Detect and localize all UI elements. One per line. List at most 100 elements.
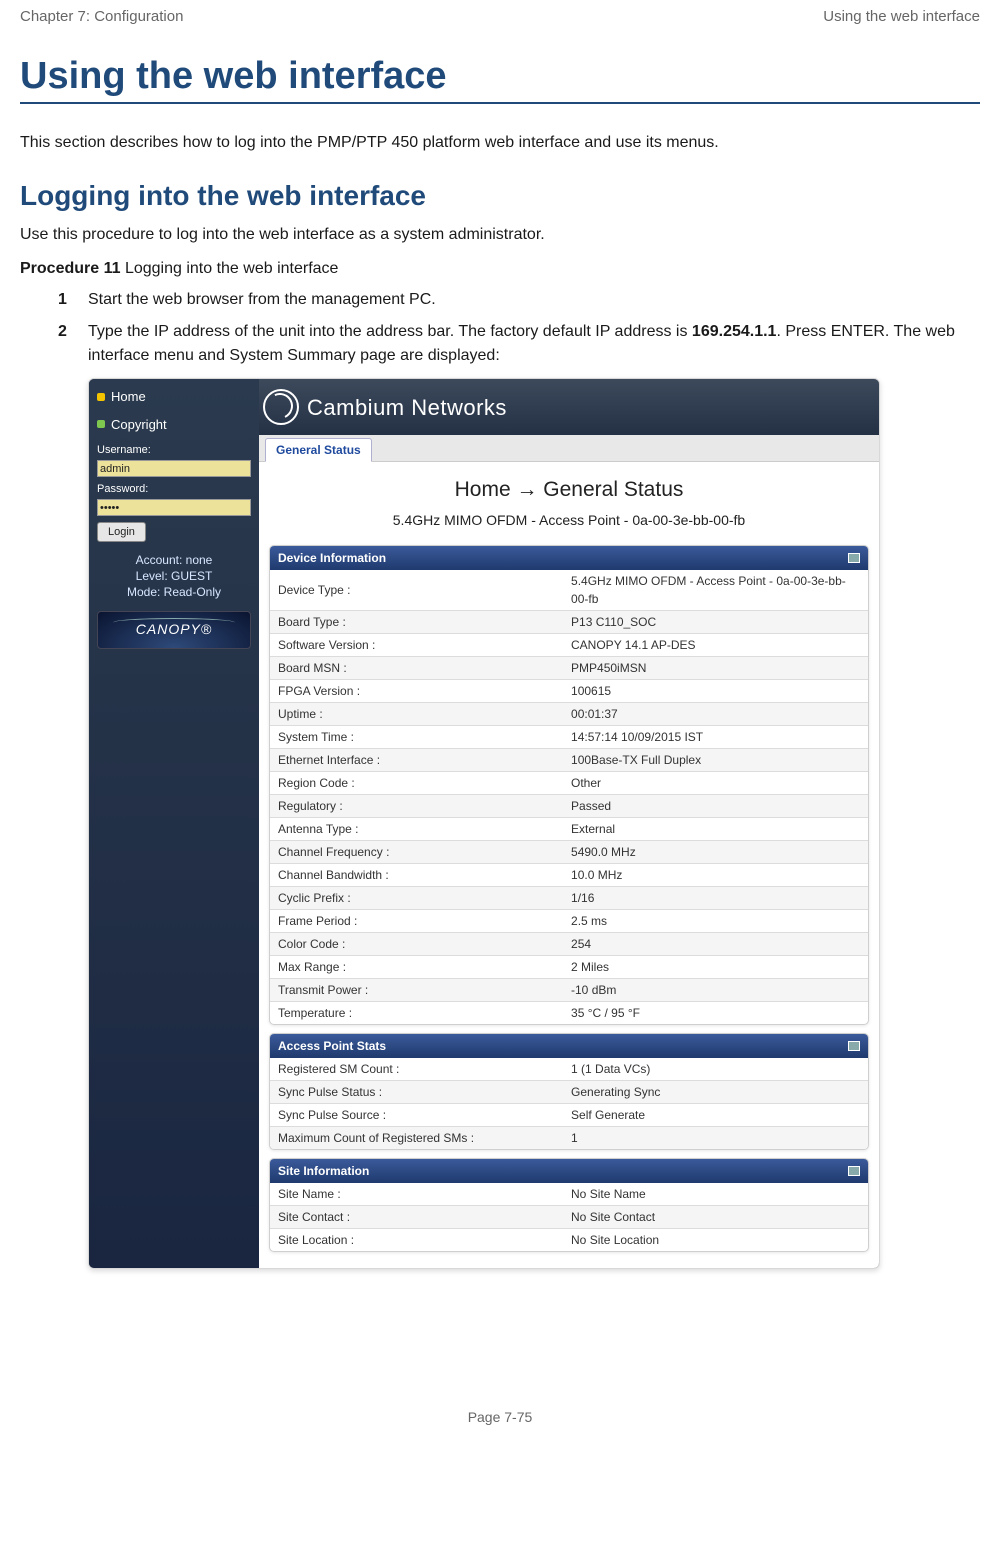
row-value: PMP450iMSN: [563, 656, 868, 679]
account-status: Account: none Level: GUEST Mode: Read-On…: [97, 552, 251, 601]
panel-collapse-icon[interactable]: [848, 1041, 860, 1051]
section-heading: Logging into the web interface: [20, 180, 980, 212]
table-row: FPGA Version :100615: [270, 679, 868, 702]
procedure-number: Procedure 11: [20, 260, 121, 277]
content-subtitle: 5.4GHz MIMO OFDM - Access Point - 0a-00-…: [259, 510, 879, 531]
panel-title: Access Point Stats: [278, 1037, 386, 1055]
row-value: External: [563, 817, 868, 840]
row-key: Channel Frequency :: [270, 840, 563, 863]
row-value: 1/16: [563, 886, 868, 909]
row-value: 5.4GHz MIMO OFDM - Access Point - 0a-00-…: [563, 570, 868, 611]
table-row: Site Location :No Site Location: [270, 1228, 868, 1251]
row-key: Sync Pulse Source :: [270, 1103, 563, 1126]
row-key: Sync Pulse Status :: [270, 1080, 563, 1103]
row-key: Device Type :: [270, 570, 563, 611]
row-key: Site Name :: [270, 1183, 563, 1206]
row-key: Registered SM Count :: [270, 1058, 563, 1081]
nav-label: Home: [111, 387, 146, 407]
password-label: Password:: [97, 481, 251, 498]
table-row: Ethernet Interface :100Base-TX Full Dupl…: [270, 748, 868, 771]
tab-general-status[interactable]: General Status: [265, 438, 372, 462]
chapter-label: Chapter 7: Configuration: [20, 8, 183, 25]
main-content: Cambium Networks General Status Home → G…: [259, 379, 879, 1268]
step-2: 2 Type the IP address of the unit into t…: [88, 320, 980, 1269]
step-number: 2: [58, 320, 67, 344]
panel-collapse-icon[interactable]: [848, 553, 860, 563]
row-key: Board MSN :: [270, 656, 563, 679]
row-value: P13 C110_SOC: [563, 610, 868, 633]
title-rule: [20, 102, 980, 104]
row-value: 2.5 ms: [563, 909, 868, 932]
row-key: Transmit Power :: [270, 978, 563, 1001]
row-value: 14:57:14 10/09/2015 IST: [563, 725, 868, 748]
nav-label: Copyright: [111, 415, 167, 435]
row-key: Cyclic Prefix :: [270, 886, 563, 909]
content-title: Home → General Status: [259, 474, 879, 506]
table-row: Software Version :CANOPY 14.1 AP-DES: [270, 633, 868, 656]
sidebar: Home Copyright Username: Password: Login…: [89, 379, 259, 1268]
table-row: Site Name :No Site Name: [270, 1183, 868, 1206]
brand-text: Cambium Networks: [307, 391, 507, 424]
step-text-a: Type the IP address of the unit into the…: [88, 323, 692, 340]
table-row: Regulatory :Passed: [270, 794, 868, 817]
intro-paragraph: This section describes how to log into t…: [20, 134, 980, 152]
row-key: Maximum Count of Registered SMs :: [270, 1126, 563, 1149]
panel-collapse-icon[interactable]: [848, 1166, 860, 1176]
row-value: 00:01:37: [563, 702, 868, 725]
account-line: Mode: Read-Only: [97, 584, 251, 600]
section-label: Using the web interface: [823, 8, 980, 25]
page-title: Using the web interface: [20, 55, 980, 98]
row-value: No Site Contact: [563, 1205, 868, 1228]
nav-home[interactable]: Home: [97, 387, 251, 407]
row-key: FPGA Version :: [270, 679, 563, 702]
row-value: 10.0 MHz: [563, 863, 868, 886]
table-row: Uptime :00:01:37: [270, 702, 868, 725]
row-key: Software Version :: [270, 633, 563, 656]
table-row: Maximum Count of Registered SMs :1: [270, 1126, 868, 1149]
step-text: Start the web browser from the managemen…: [88, 291, 436, 308]
table-row: Registered SM Count :1 (1 Data VCs): [270, 1058, 868, 1081]
table-row: System Time :14:57:14 10/09/2015 IST: [270, 725, 868, 748]
table-row: Color Code :254: [270, 932, 868, 955]
table-row: Device Type :5.4GHz MIMO OFDM - Access P…: [270, 570, 868, 611]
panel-title: Device Information: [278, 549, 386, 567]
row-value: Self Generate: [563, 1103, 868, 1126]
username-input[interactable]: [97, 460, 251, 477]
row-value: 35 °C / 95 °F: [563, 1001, 868, 1024]
row-value: 100615: [563, 679, 868, 702]
login-button[interactable]: Login: [97, 522, 146, 542]
brand-logo-icon: [263, 389, 299, 425]
panel-device-info: Device Information Device Type :5.4GHz M…: [269, 545, 869, 1025]
table-row: Board MSN :PMP450iMSN: [270, 656, 868, 679]
account-line: Account: none: [97, 552, 251, 568]
device-info-table: Device Type :5.4GHz MIMO OFDM - Access P…: [270, 570, 868, 1024]
row-key: System Time :: [270, 725, 563, 748]
username-label: Username:: [97, 442, 251, 459]
account-line: Level: GUEST: [97, 568, 251, 584]
row-value: -10 dBm: [563, 978, 868, 1001]
row-key: Site Contact :: [270, 1205, 563, 1228]
table-row: Cyclic Prefix :1/16: [270, 886, 868, 909]
row-value: 5490.0 MHz: [563, 840, 868, 863]
table-row: Frame Period :2.5 ms: [270, 909, 868, 932]
row-value: 254: [563, 932, 868, 955]
row-key: Ethernet Interface :: [270, 748, 563, 771]
row-value: No Site Name: [563, 1183, 868, 1206]
row-value: No Site Location: [563, 1228, 868, 1251]
nav-copyright[interactable]: Copyright: [97, 415, 251, 435]
procedure-label: Procedure 11 Logging into the web interf…: [20, 260, 980, 278]
bullet-icon: [97, 420, 105, 428]
password-input[interactable]: [97, 499, 251, 516]
table-row: Sync Pulse Source :Self Generate: [270, 1103, 868, 1126]
table-row: Sync Pulse Status :Generating Sync: [270, 1080, 868, 1103]
row-value: 1 (1 Data VCs): [563, 1058, 868, 1081]
tab-bar: General Status: [259, 435, 879, 462]
table-row: Site Contact :No Site Contact: [270, 1205, 868, 1228]
row-key: Region Code :: [270, 771, 563, 794]
row-key: Uptime :: [270, 702, 563, 725]
table-row: Temperature :35 °C / 95 °F: [270, 1001, 868, 1024]
row-key: Channel Bandwidth :: [270, 863, 563, 886]
row-key: Temperature :: [270, 1001, 563, 1024]
default-ip: 169.254.1.1: [692, 323, 777, 340]
bullet-icon: [97, 393, 105, 401]
